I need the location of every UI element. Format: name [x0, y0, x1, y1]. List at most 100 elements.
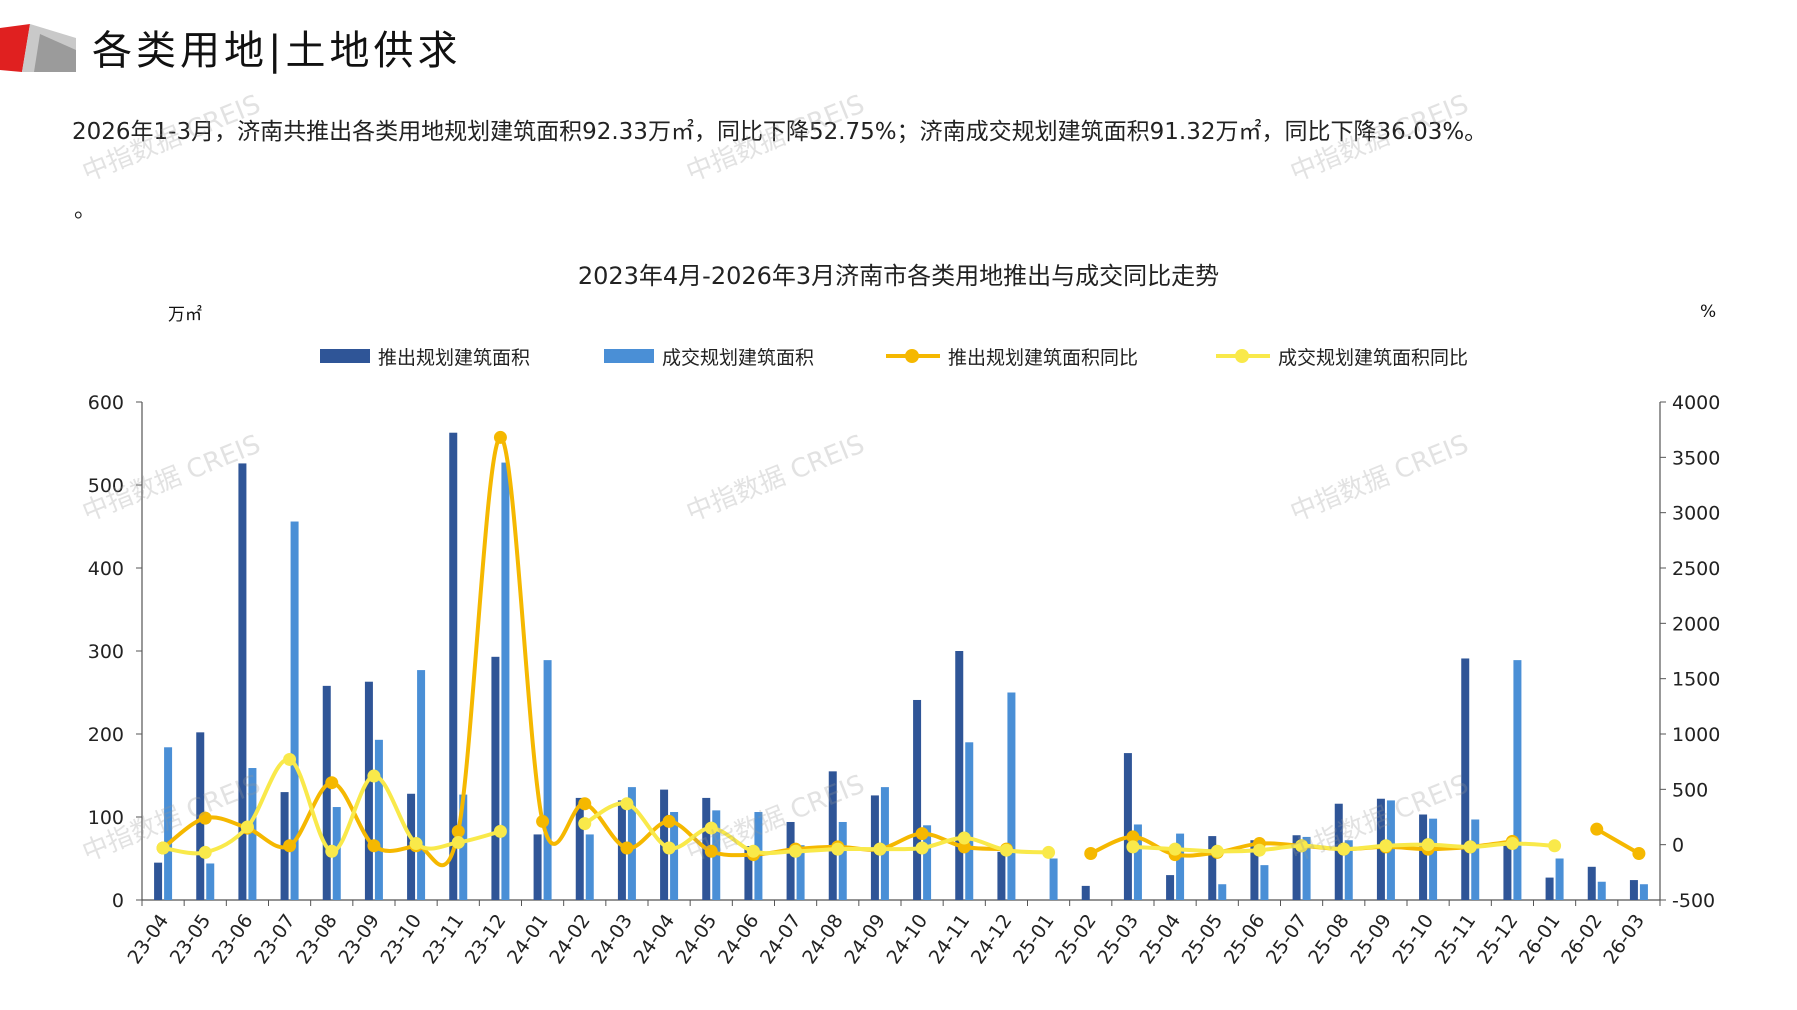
point-deal-yoy: [1505, 837, 1519, 851]
point-deal-yoy: [1210, 844, 1224, 858]
point-deal-yoy: [620, 797, 634, 811]
bar-deal-area: [1639, 884, 1648, 900]
bar-deal-area: [1471, 819, 1480, 900]
bar-deal-area: [1597, 881, 1606, 900]
left-tick-label: 300: [88, 641, 124, 663]
point-deal-yoy: [662, 841, 676, 855]
bar-deal-area: [290, 521, 299, 900]
point-deal-yoy: [409, 837, 423, 851]
left-tick-label: 600: [88, 392, 124, 414]
point-push-yoy: [1590, 822, 1604, 836]
point-push-yoy: [536, 814, 550, 828]
right-tick-label: 2000: [1672, 613, 1720, 635]
bar-push-area: [1081, 885, 1090, 900]
x-tick-label: 23-11: [419, 910, 469, 968]
point-deal-yoy: [1463, 840, 1477, 854]
legend-swatch-deal-yoy: [1216, 349, 1270, 363]
x-tick-label: 24-12: [967, 910, 1017, 968]
point-push-yoy: [325, 776, 339, 790]
bar-push-area: [997, 851, 1006, 900]
page-title: 各类用地|土地供求: [92, 28, 462, 74]
bar-deal-area: [374, 739, 383, 900]
legend-item-deal-area: 成交规划建筑面积: [604, 342, 814, 370]
bar-push-area: [1123, 753, 1132, 900]
bar-deal-area: [543, 660, 552, 900]
bar-deal-area: [585, 834, 594, 900]
x-tick-label: 25-02: [1051, 910, 1101, 968]
bar-deal-area: [880, 787, 889, 900]
legend-label-push-area: 推出规划建筑面积: [378, 346, 531, 369]
x-tick-label: 23-12: [461, 910, 511, 968]
bar-deal-area: [1176, 833, 1185, 900]
point-push-yoy: [620, 841, 634, 855]
point-push-yoy: [367, 839, 381, 853]
bar-push-area: [786, 821, 795, 900]
bar-push-area: [1250, 840, 1259, 900]
point-deal-yoy: [240, 820, 254, 834]
bar-deal-area: [1302, 836, 1311, 900]
bar-push-area: [1208, 836, 1217, 900]
x-tick-label: 23-08: [292, 910, 342, 968]
bar-deal-area: [838, 821, 847, 900]
x-tick-label: 24-06: [714, 910, 764, 968]
bar-push-area: [1419, 814, 1428, 900]
x-tick-label: 24-11: [925, 910, 975, 968]
point-push-yoy: [578, 797, 592, 811]
legend-swatch-deal-area: [604, 349, 654, 363]
bar-deal-area: [164, 747, 173, 900]
bar-deal-area: [1555, 858, 1564, 900]
right-tick-label: 3500: [1672, 447, 1720, 469]
point-deal-yoy: [578, 817, 592, 831]
x-tick-label: 24-03: [587, 910, 637, 968]
left-tick-label: 400: [88, 558, 124, 580]
point-deal-yoy: [1042, 845, 1056, 859]
bar-deal-area: [1133, 824, 1142, 900]
x-tick-label: 25-06: [1220, 910, 1270, 968]
line-push-yoy: [1594, 827, 1641, 856]
x-tick-label: 24-07: [756, 910, 806, 968]
legend-swatch-push-area: [320, 349, 370, 363]
point-deal-yoy: [1337, 842, 1351, 856]
x-tick-label: 24-10: [882, 910, 932, 968]
right-tick-label: 4000: [1672, 392, 1720, 414]
summary-text: 2026年1-3月，济南共推出各类用地规划建筑面积92.33万㎡，同比下降52.…: [72, 119, 1488, 145]
x-tick-label: 25-03: [1093, 910, 1143, 968]
bar-push-area: [1292, 835, 1301, 900]
point-deal-yoy: [831, 842, 845, 856]
point-deal-yoy: [1252, 843, 1266, 857]
bar-push-area: [491, 656, 500, 900]
bar-push-area: [533, 834, 542, 900]
bar-deal-area: [206, 863, 215, 900]
chart-legend: 推出规划建筑面积 成交规划建筑面积 推出规划建筑面积同比 成交规划建筑面积同比: [0, 342, 1797, 370]
x-tick-label: 25-11: [1431, 910, 1481, 968]
bar-push-area: [1503, 843, 1512, 900]
bar-deal-area: [1007, 692, 1016, 900]
x-tick-label: 23-10: [376, 910, 426, 968]
x-tick-label: 24-09: [840, 910, 890, 968]
bar-push-area: [364, 681, 373, 900]
x-tick-label: 26-02: [1557, 910, 1607, 968]
x-tick-label: 25-04: [1135, 910, 1185, 968]
point-deal-yoy: [746, 844, 760, 858]
x-tick-label: 26-01: [1515, 910, 1565, 968]
bar-push-area: [238, 463, 247, 900]
point-push-yoy: [704, 844, 718, 858]
point-deal-yoy: [1379, 839, 1393, 853]
x-tick-label: 24-08: [798, 910, 848, 968]
right-tick-label: 0: [1672, 835, 1684, 857]
point-deal-yoy: [915, 841, 929, 855]
x-tick-label: 25-10: [1388, 910, 1438, 968]
right-tick-label: 1500: [1672, 669, 1720, 691]
point-deal-yoy: [451, 835, 465, 849]
legend-item-push-yoy: 推出规划建筑面积同比: [886, 342, 1138, 370]
point-push-yoy: [1126, 830, 1140, 844]
bar-deal-area: [1260, 865, 1269, 900]
left-tick-label: 500: [88, 475, 124, 497]
point-deal-yoy: [999, 843, 1013, 857]
point-deal-yoy: [1168, 842, 1182, 856]
bar-push-area: [449, 432, 458, 900]
bar-deal-area: [1513, 660, 1522, 900]
point-deal-yoy: [283, 752, 297, 766]
right-tick-label: 500: [1672, 779, 1708, 801]
right-tick-label: 2500: [1672, 558, 1720, 580]
